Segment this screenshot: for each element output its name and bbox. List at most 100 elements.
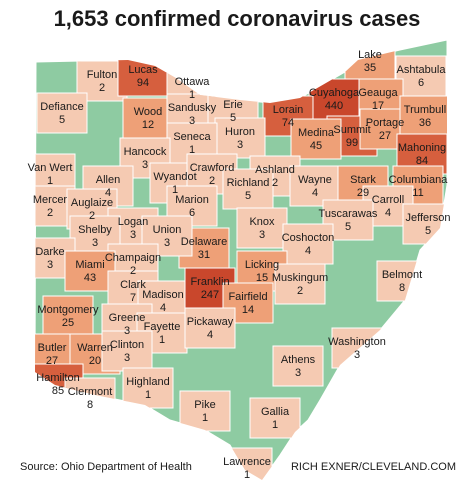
county-cases: 5 — [245, 190, 251, 202]
county-name: Mahoning — [398, 142, 446, 154]
county-name: Miami — [75, 259, 104, 271]
county-name: Licking — [245, 259, 279, 271]
county-name: Fairfield — [228, 291, 267, 303]
county-cases: 15 — [256, 272, 268, 284]
county-name: Erie — [223, 99, 243, 111]
county-cases: 2 — [47, 207, 53, 219]
county-name: Clark — [120, 279, 146, 291]
county-name: Crawford — [190, 162, 235, 174]
county-name: Carroll — [372, 194, 404, 206]
county-cases: 1 — [202, 412, 208, 424]
county-cases: 2 — [130, 265, 136, 277]
county-name: Wood — [134, 106, 163, 118]
county-name: Logan — [118, 216, 149, 228]
county-cases: 1 — [244, 469, 250, 481]
county-cases: 12 — [142, 119, 154, 131]
county-cases: 94 — [137, 77, 149, 89]
county — [36, 92, 88, 134]
county-name: Gallia — [261, 406, 290, 418]
county-name: Franklin — [190, 276, 229, 288]
county-name: Trumbull — [404, 104, 446, 116]
county-cases: 1 — [47, 175, 53, 187]
county-cases: 27 — [46, 355, 58, 367]
county-name: Darke — [35, 246, 64, 258]
county-name: Shelby — [78, 224, 112, 236]
county-name: Fayette — [144, 321, 181, 333]
county-cases: 85 — [52, 385, 64, 397]
county-cases: 4 — [207, 329, 213, 341]
county-name: Champaign — [105, 252, 161, 264]
county — [141, 215, 193, 257]
county — [289, 165, 341, 207]
county-cases: 3 — [142, 159, 148, 171]
county-cases: 43 — [84, 272, 96, 284]
county-name: Muskingum — [272, 272, 328, 284]
county-name: Van Wert — [28, 162, 73, 174]
county-cases: 1 — [172, 184, 178, 196]
county-cases: 4 — [305, 245, 311, 257]
county-cases: 1 — [159, 334, 165, 346]
county-cases: 74 — [282, 117, 294, 129]
county-name: Defiance — [40, 101, 83, 113]
county-cases: 8 — [87, 399, 93, 411]
county — [236, 207, 288, 249]
county-cases: 3 — [237, 139, 243, 151]
county-name: Lake — [358, 49, 382, 61]
county-cases: 1 — [272, 419, 278, 431]
county-cases: 1 — [145, 389, 151, 401]
county — [64, 250, 116, 292]
county-cases: 8 — [399, 282, 405, 294]
credit: RICH EXNER/CLEVELAND.COM — [291, 461, 456, 473]
county — [274, 263, 326, 305]
county-name: Allen — [96, 174, 120, 186]
county-name: Coshocton — [282, 232, 335, 244]
county-name: Montgomery — [37, 304, 99, 316]
county-name: Fulton — [87, 69, 118, 81]
county-name: Geauga — [358, 87, 398, 99]
county-cases: 4 — [385, 207, 391, 219]
county-name: Ashtabula — [397, 64, 447, 76]
county-name: Highland — [126, 376, 169, 388]
county-cases: 11 — [412, 187, 423, 199]
county — [122, 367, 174, 409]
county-cases: 6 — [418, 77, 424, 89]
county-name: Union — [153, 224, 182, 236]
county — [214, 117, 266, 159]
county-cases: 3 — [124, 352, 130, 364]
county-name: Warren — [77, 342, 113, 354]
county-name: Mercer — [33, 194, 68, 206]
county-name: Sandusky — [168, 102, 217, 114]
county-cases: 2 — [209, 175, 215, 187]
county-cases: 5 — [345, 221, 351, 233]
county-cases: 5 — [230, 112, 236, 124]
county-name: Wyandot — [153, 171, 196, 183]
county-cases: 3 — [124, 325, 130, 337]
county-cases: 5 — [425, 225, 431, 237]
county-cases: 1 — [189, 144, 195, 156]
county-name: Stark — [350, 174, 376, 186]
county-name: Pickaway — [187, 316, 234, 328]
county-cases: 36 — [419, 117, 431, 129]
county-cases: 7 — [130, 292, 136, 304]
county-name: Washington — [328, 336, 386, 348]
county — [290, 118, 342, 160]
county-name: Hamilton — [36, 372, 79, 384]
county-cases: 17 — [372, 100, 384, 112]
county-name: Clinton — [110, 339, 144, 351]
county — [184, 307, 236, 349]
county-cases: 5 — [59, 114, 65, 126]
county — [101, 330, 153, 372]
county-cases: 3 — [189, 115, 195, 127]
county-cases: 1 — [189, 89, 195, 101]
county-cases: 3 — [164, 237, 170, 249]
county-name: Pike — [194, 399, 215, 411]
county-name: Lucas — [128, 64, 158, 76]
county-name: Athens — [281, 354, 316, 366]
county-cases: 4 — [160, 302, 166, 314]
county-name: Knox — [249, 216, 275, 228]
county-cases: 3 — [47, 259, 53, 271]
county-name: Delaware — [181, 236, 227, 248]
county-cases: 29 — [357, 187, 369, 199]
